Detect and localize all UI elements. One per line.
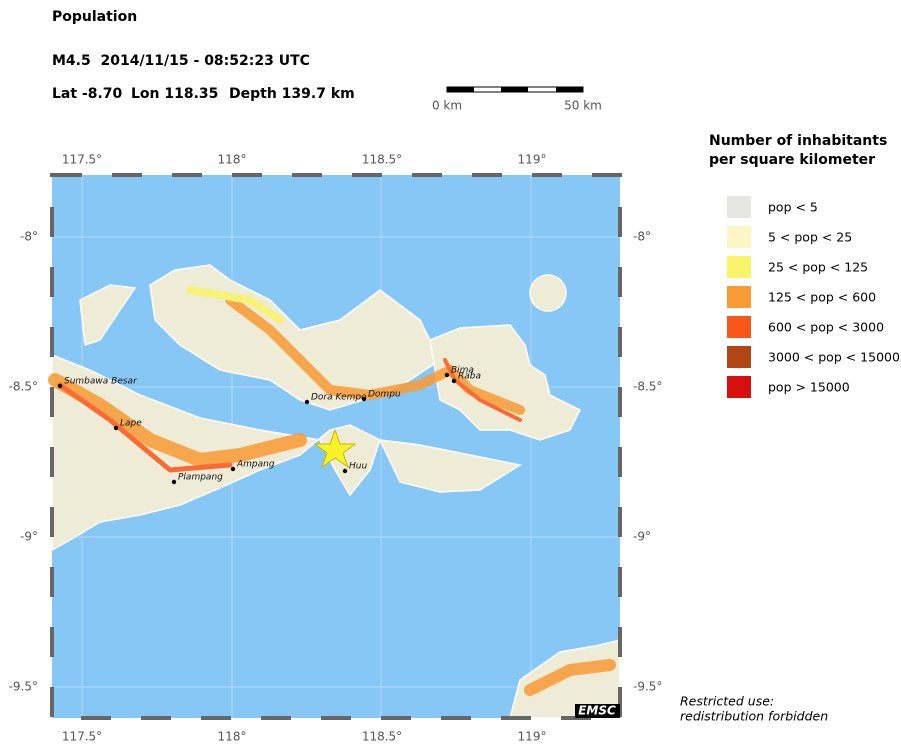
place-label: Huu: [349, 462, 367, 472]
legend-swatch: [727, 346, 751, 368]
place-label: Plampang: [178, 473, 223, 483]
legend-swatch: [727, 286, 751, 308]
scale-bar: [446, 86, 584, 93]
x-tick-label: 119°: [518, 153, 547, 167]
event: M4.5 2014/11/15 - 08:52:23 UTC: [52, 53, 310, 69]
y-tick-label: -9°: [633, 530, 651, 544]
x-tick-label: 118°: [218, 730, 247, 744]
place-label: Dompu: [368, 390, 401, 400]
place-marker: [57, 383, 63, 389]
footer-line: redistribution forbidden: [680, 709, 828, 724]
legend-swatch: [727, 256, 751, 278]
place-marker: [361, 396, 367, 402]
legend-label: 125 < pop < 600: [768, 290, 876, 305]
legend-swatch: [727, 376, 751, 398]
y-tick-label: -8.5°: [633, 380, 662, 394]
x-tick-label: 119°: [518, 730, 547, 744]
scale-start: 0 km: [432, 99, 462, 113]
place-label: Raba: [458, 372, 481, 382]
legend-title: Number of inhabitants: [709, 133, 887, 149]
place-marker: [451, 378, 457, 384]
x-tick-label: 118.5°: [362, 730, 402, 744]
credit: EMSC: [578, 704, 616, 718]
legend-swatch: [727, 226, 751, 248]
legend-label: pop < 5: [768, 200, 818, 215]
legend-label: pop > 15000: [768, 380, 850, 395]
place-marker: [444, 372, 450, 378]
legend-title: per square kilometer: [709, 152, 875, 168]
title: Population: [52, 9, 137, 25]
footer-line: Restricted use:: [680, 694, 774, 709]
y-tick-label: -9°: [20, 530, 38, 544]
legend-label: 600 < pop < 3000: [768, 320, 884, 335]
x-tick-label: 117.5°: [62, 153, 102, 167]
y-tick-label: -8°: [633, 230, 651, 244]
legend-label: 5 < pop < 25: [768, 230, 852, 245]
y-tick-label: -9.5°: [633, 680, 662, 694]
place-marker: [230, 466, 236, 472]
depth: Depth 139.7 km: [229, 86, 355, 102]
legend-swatch: [727, 196, 751, 218]
place-label: Dora Kempo: [311, 393, 367, 403]
place-label: Sumbawa Besar: [64, 377, 138, 387]
place-marker: [113, 425, 119, 431]
place-label: Bima: [451, 366, 474, 376]
longitude: Lon 118.35: [131, 86, 218, 102]
x-tick-label: 118°: [218, 153, 247, 167]
y-tick-label: -8°: [20, 230, 38, 244]
place-marker: [304, 399, 310, 405]
scale-end: 50 km: [564, 99, 602, 113]
place-label: Lape: [120, 419, 142, 429]
place-label: Ampang: [236, 460, 275, 470]
place-marker: [171, 479, 177, 485]
y-tick-label: -9.5°: [9, 680, 38, 694]
y-tick-label: -8.5°: [9, 380, 38, 394]
map: [48, 173, 622, 720]
place-marker: [342, 468, 348, 474]
epicenter: [313, 428, 357, 469]
x-tick-label: 118.5°: [362, 153, 402, 167]
latitude: Lat -8.70: [52, 86, 123, 102]
legend-label: 25 < pop < 125: [768, 260, 868, 275]
legend-swatch: [727, 316, 751, 338]
legend-label: 3000 < pop < 15000: [768, 350, 900, 365]
x-tick-label: 117.5°: [62, 730, 102, 744]
